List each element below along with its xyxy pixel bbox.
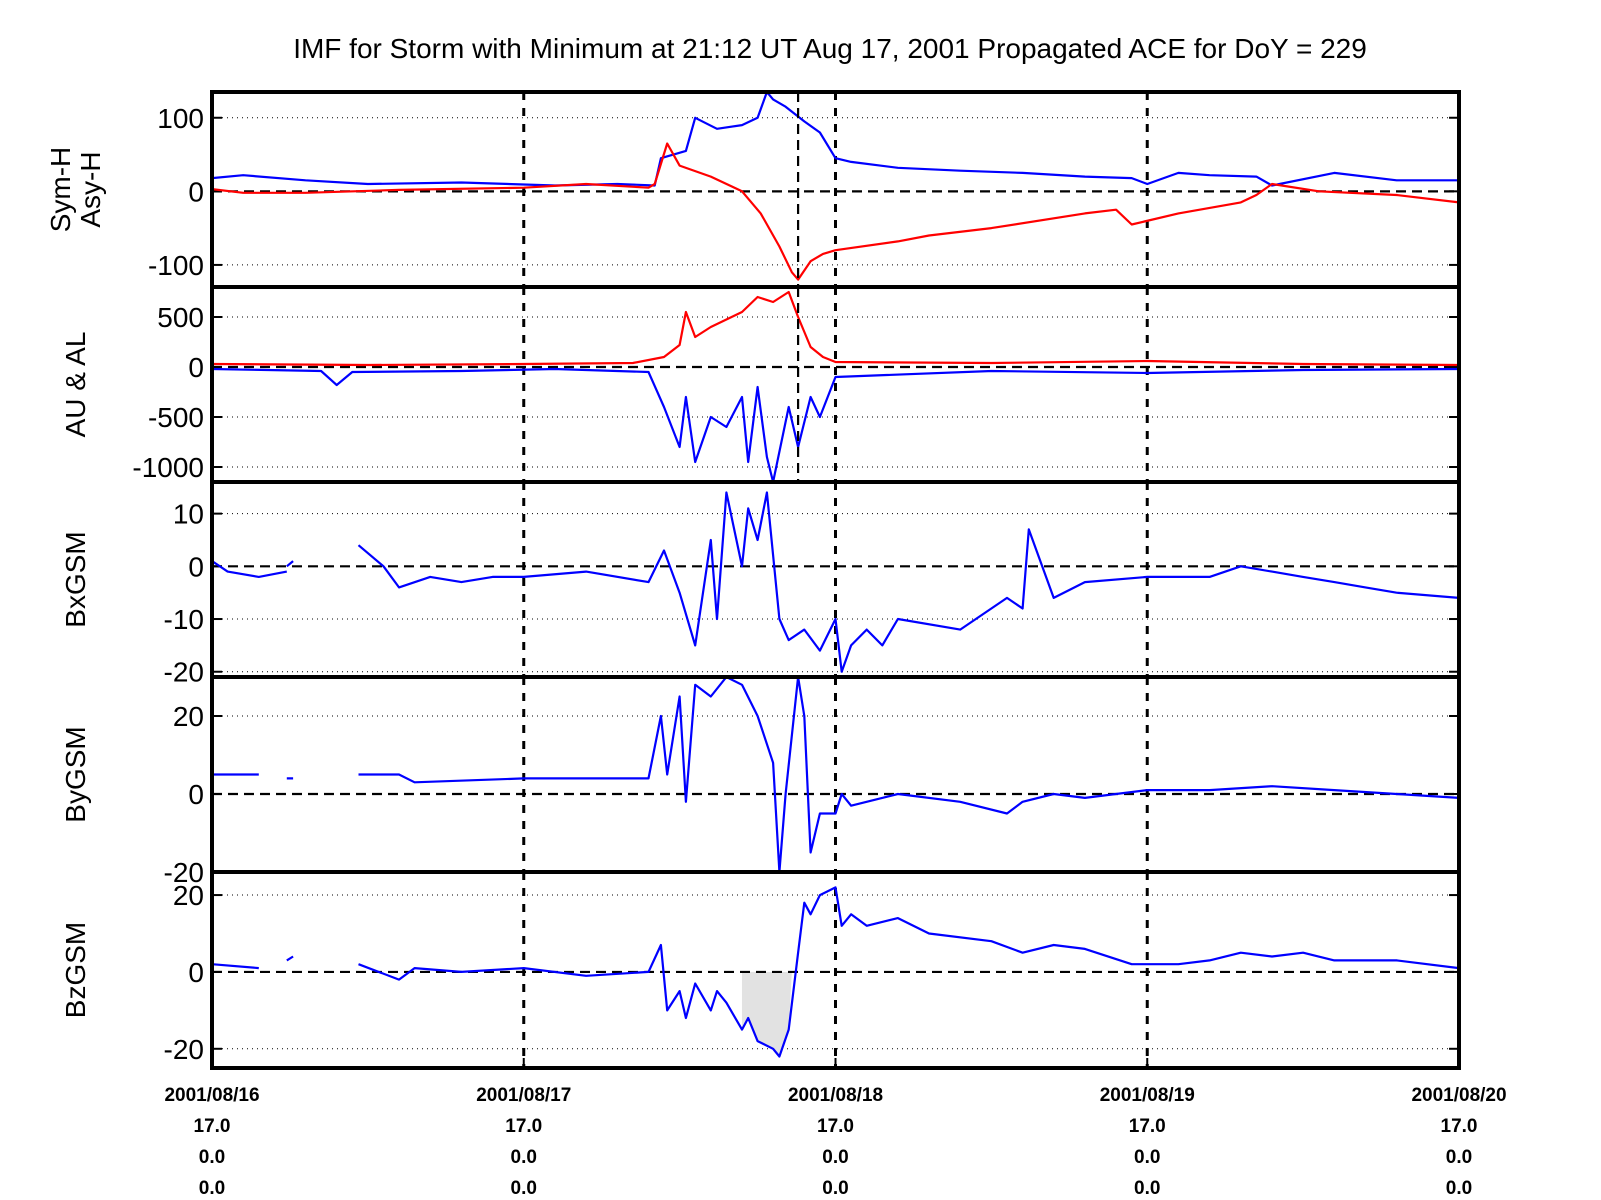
- x-tick-label: 0.0: [1446, 1147, 1472, 1168]
- y-tick-label: -1000: [132, 452, 204, 483]
- y-axis-label: BxGSM: [60, 531, 91, 627]
- y-tick-label: 10: [173, 499, 204, 530]
- series-bygsm: [212, 677, 1459, 872]
- series-al: [212, 367, 1459, 482]
- plot-area: [212, 886, 1459, 1058]
- y-tick-label: -20: [164, 857, 204, 888]
- x-tick-label: 17.0: [505, 1116, 542, 1137]
- y-axis-label: Asy-H: [75, 151, 106, 227]
- y-tick-label: 0: [188, 551, 204, 582]
- negative-bz-shading: [741, 971, 792, 1057]
- x-tick-label: 0.0: [199, 1147, 225, 1168]
- x-tick-label: 0.0: [511, 1178, 537, 1199]
- y-tick-label: -100: [148, 250, 204, 281]
- y-tick-label: 0: [188, 957, 204, 988]
- plot-area: [212, 491, 1459, 673]
- y-tick-label: 0: [188, 352, 204, 383]
- x-tick-label: 17.0: [1129, 1116, 1166, 1137]
- y-tick-label: 500: [157, 302, 204, 333]
- chart-title: IMF for Storm with Minimum at 21:12 UT A…: [293, 33, 1367, 64]
- panel-bxgsm: 10 0 -10 -20 BxGSM: [60, 480, 1461, 688]
- x-tick-label: 2001/08/16: [164, 1085, 259, 1106]
- x-tick-label: 0.0: [822, 1178, 848, 1199]
- y-tick-label: -20: [164, 657, 204, 688]
- y-tick-label: 20: [173, 880, 204, 911]
- x-tick-label: 17.0: [1441, 1116, 1478, 1137]
- series-au: [212, 290, 1459, 367]
- y-tick-label: 100: [157, 103, 204, 134]
- x-tick-label: 2001/08/17: [476, 1085, 571, 1106]
- x-tick-label: 0.0: [1446, 1178, 1472, 1199]
- y-axis-label: AU & AL: [60, 332, 91, 438]
- x-tick-label: 0.0: [1134, 1178, 1160, 1199]
- x-tick-label: 2001/08/20: [1411, 1085, 1506, 1106]
- x-tick-label: 17.0: [194, 1116, 231, 1137]
- y-tick-label: -20: [164, 1034, 204, 1065]
- y-tick-label: 20: [173, 701, 204, 732]
- x-tick-label: 2001/08/18: [788, 1085, 883, 1106]
- panel-bzgsm: 20 0 -20 BzGSM: [60, 870, 1461, 1070]
- series-bxgsm: [212, 491, 1459, 673]
- y-axis-label: ByGSM: [60, 726, 91, 822]
- x-tick-label: 0.0: [822, 1147, 848, 1168]
- series-bzgsm: [212, 886, 1459, 1058]
- x-tick-label: 2001/08/19: [1100, 1085, 1195, 1106]
- y-axis-label: Sym-H: [45, 147, 76, 233]
- panel-asy-h-sym-h: 100 0 -100 Sym-H Asy-H: [45, 90, 1461, 289]
- series-sym-h: [212, 142, 1459, 281]
- y-tick-label: 0: [188, 176, 204, 207]
- y-tick-label: 0: [188, 779, 204, 810]
- panel-au-al: 500 0 -500 -1000 AU & AL: [60, 285, 1461, 484]
- x-tick-label: 0.0: [511, 1147, 537, 1168]
- plot-area: [212, 677, 1459, 872]
- y-tick-label: -10: [164, 604, 204, 635]
- x-tick-label: 0.0: [199, 1178, 225, 1199]
- y-tick-label: -500: [148, 402, 204, 433]
- y-axis-label: BzGSM: [60, 922, 91, 1018]
- plot-area: [212, 92, 1459, 281]
- x-tick-label: 17.0: [817, 1116, 854, 1137]
- x-tick-label: 0.0: [1134, 1147, 1160, 1168]
- panel-bygsm: 20 0 -20 ByGSM: [60, 675, 1461, 888]
- x-axis-labels: 2001/08/16 17.0 0.0 0.0 2001/08/17 17.0 0.0 0.0…: [164, 1058, 1507, 1199]
- plot-area: [212, 290, 1459, 482]
- series-asy-h: [212, 92, 1459, 187]
